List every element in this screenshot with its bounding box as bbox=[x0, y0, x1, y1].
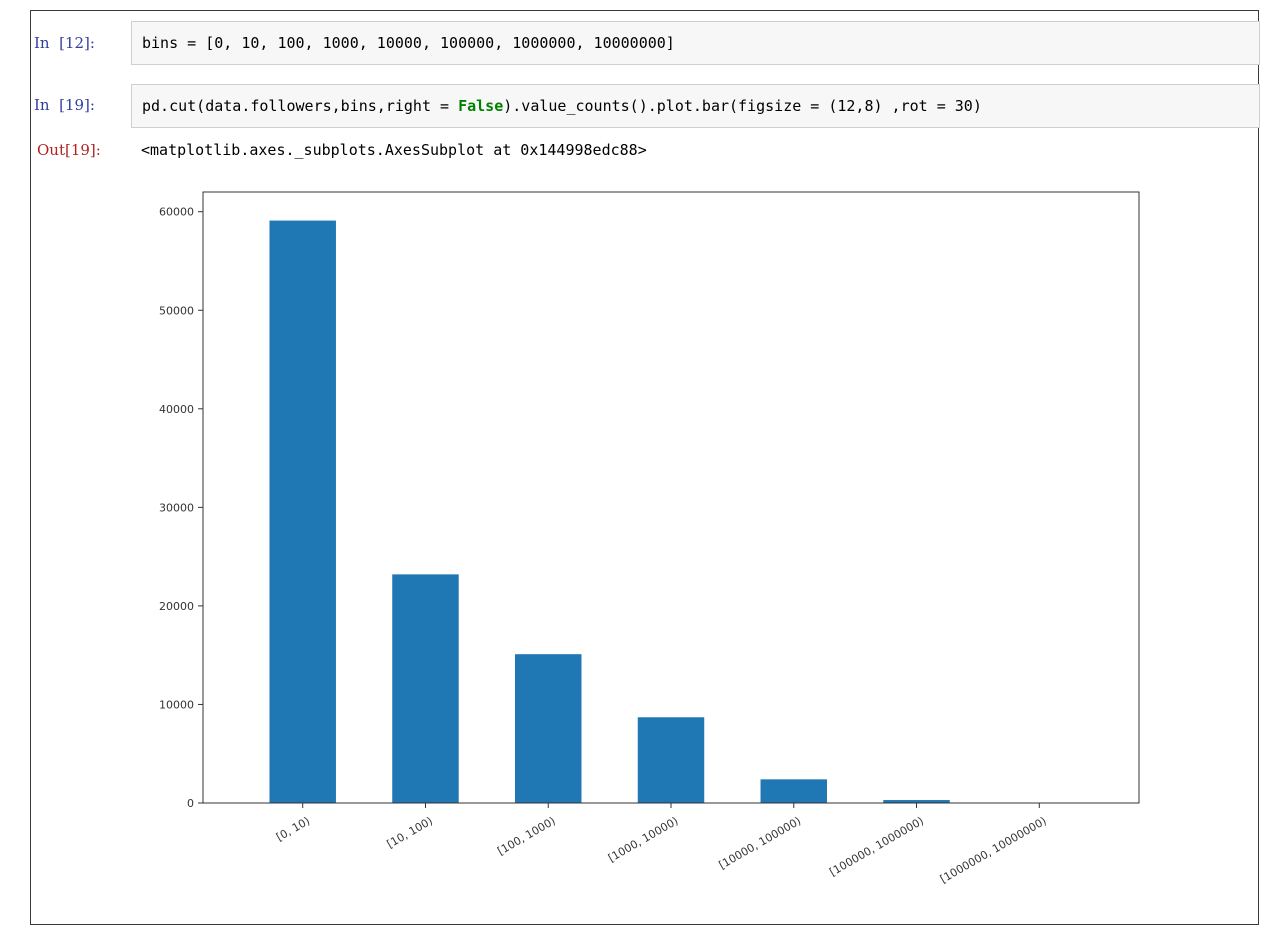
cell-2-code-after: ).value_counts().plot.bar(figsize = (12,… bbox=[503, 97, 982, 115]
bar-4 bbox=[760, 779, 827, 803]
y-tick-label-5: 50000 bbox=[159, 304, 194, 317]
y-tick-label-3: 30000 bbox=[159, 501, 194, 514]
cell-1-code-input[interactable]: bins = [0, 10, 100, 1000, 10000, 100000,… bbox=[131, 21, 1260, 65]
cell-2-code-keyword: False bbox=[458, 97, 504, 115]
bar-3 bbox=[637, 717, 705, 803]
output-prompt: Out[19]: bbox=[37, 141, 101, 159]
bar-1 bbox=[392, 574, 459, 803]
cell-2-prompt: In [19]: bbox=[34, 96, 95, 114]
cell-2-code-input[interactable]: pd.cut(data.followers,bins,right = False… bbox=[131, 84, 1260, 128]
bar-0 bbox=[269, 220, 336, 803]
y-tick-label-1: 10000 bbox=[159, 698, 194, 711]
bar-2 bbox=[515, 654, 582, 803]
cell-2-code-text: pd.cut(data.followers,bins,right = False… bbox=[142, 97, 982, 115]
y-tick-label-4: 40000 bbox=[159, 403, 194, 416]
bar-5 bbox=[883, 800, 950, 803]
x-tick-label-5: [100000, 1000000) bbox=[827, 814, 926, 879]
y-axis-ticks: 0 10000 20000 30000 40000 50000 60000 bbox=[159, 206, 203, 810]
y-tick-label-0: 0 bbox=[187, 797, 194, 810]
x-tick-label-2: [100, 1000) bbox=[495, 814, 557, 858]
x-tick-label-3: [1000, 10000) bbox=[606, 814, 681, 865]
x-axis-ticks: [0, 10) [10, 100) [100, 1000) [1000, 10000)… bbox=[274, 803, 1049, 886]
axes-frame bbox=[202, 191, 1140, 804]
x-tick-label-4: [10000, 100000) bbox=[717, 814, 804, 872]
x-tick-label-6: [1000000, 10000000) bbox=[938, 814, 1049, 886]
cell-1-code-text: bins = [0, 10, 100, 1000, 10000, 100000,… bbox=[142, 34, 675, 52]
cell-2-code-before: pd.cut(data.followers,bins,right = bbox=[142, 97, 459, 115]
cell-1-prompt: In [12]: bbox=[34, 34, 95, 52]
x-tick-label-0: [0, 10) bbox=[274, 814, 312, 844]
x-tick-label-1: [10, 100) bbox=[385, 814, 435, 851]
y-tick-label-2: 20000 bbox=[159, 600, 194, 613]
y-tick-label-6: 60000 bbox=[159, 206, 194, 219]
output-text: <matplotlib.axes._subplots.AxesSubplot a… bbox=[141, 141, 647, 159]
bars-group bbox=[269, 220, 950, 803]
